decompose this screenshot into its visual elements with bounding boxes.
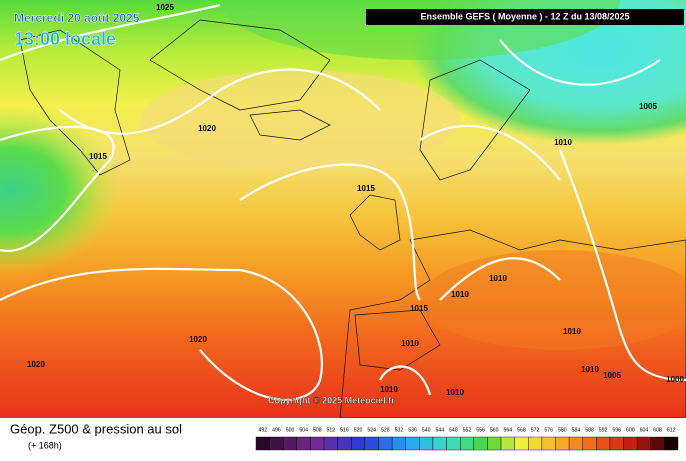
- scale-label: 552: [463, 427, 472, 433]
- footer-title: Géop. Z500 & pression au sol: [10, 421, 182, 436]
- scale-swatch: [528, 436, 543, 451]
- scale-swatch: [255, 436, 270, 451]
- scale-swatch: [310, 436, 325, 451]
- scale-swatch: [296, 436, 311, 451]
- scale-label: 496: [272, 427, 281, 433]
- scale-swatch: [596, 436, 611, 451]
- scale-label: 508: [313, 427, 322, 433]
- scale-label: 492: [258, 427, 267, 433]
- isobar-label: 1010: [446, 388, 464, 397]
- isobar-labels: 1025 1020 1015 1015 1010 1005 1015 1010 1010 1010…: [27, 3, 684, 397]
- isobar-label: 1010: [554, 138, 572, 147]
- scale-label: 504: [299, 427, 308, 433]
- scale-swatch: [378, 436, 393, 451]
- scale-swatch: [609, 436, 624, 451]
- copyright: Copyright © 2025 Meteociel.fr: [268, 395, 395, 405]
- scale-swatch: [664, 436, 679, 451]
- isobar-label: 1005: [639, 102, 657, 111]
- isobar-label: 1010: [451, 290, 469, 299]
- scale-swatch: [391, 436, 406, 451]
- scale-swatch: [623, 436, 638, 451]
- scale-swatch: [419, 436, 434, 451]
- scale-label: 548: [449, 427, 458, 433]
- scale-label: 544: [435, 427, 444, 433]
- date: Mercredi 20 août 2025: [14, 11, 140, 25]
- scale-swatch: [283, 436, 298, 451]
- isobar-label: 1010: [380, 385, 398, 394]
- scale-label: 524: [367, 427, 376, 433]
- scale-label: 528: [381, 427, 390, 433]
- scale-label: 584: [572, 427, 581, 433]
- lead-time: (+ 168h): [28, 440, 62, 450]
- scale-label: 520: [354, 427, 363, 433]
- coastlines: [19, 19, 686, 419]
- scale-label: 516: [340, 427, 349, 433]
- scale-swatch: [650, 436, 665, 451]
- isobars: [0, 3, 686, 401]
- scale-label: 580: [558, 427, 567, 433]
- isobar-label: 1005: [603, 371, 621, 380]
- isobar-label: 1025: [156, 3, 174, 12]
- scale-label: 536: [408, 427, 417, 433]
- scale-label: 512: [327, 427, 336, 433]
- model-banner: [366, 9, 684, 25]
- scale-label: 540: [422, 427, 431, 433]
- isobar-label: 1020: [189, 335, 207, 344]
- scale-swatch: [323, 436, 338, 451]
- isobar-label: 1015: [357, 184, 375, 193]
- color-scale: 492 496 500 504 508 512 516 520 524 528 532 536 540 5…: [255, 427, 679, 451]
- scale-swatch: [432, 436, 447, 451]
- scale-swatch: [555, 436, 570, 451]
- scale-label: 556: [476, 427, 485, 433]
- scale-swatch: [541, 436, 556, 451]
- scale-label: 560: [490, 427, 499, 433]
- scale-label: 600: [626, 427, 635, 433]
- scale-swatch: [337, 436, 352, 451]
- time: 13:00 locale: [14, 29, 116, 49]
- scale-swatch: [269, 436, 284, 451]
- isobar-label: 1015: [89, 152, 107, 161]
- scale-label: 608: [653, 427, 662, 433]
- scale-swatch: [364, 436, 379, 451]
- isobar-label: 1010: [401, 339, 419, 348]
- scale-swatch: [405, 436, 420, 451]
- isobar-label: 1010: [581, 365, 599, 374]
- isobar-label: 1020: [198, 124, 216, 133]
- scale-swatch: [568, 436, 583, 451]
- scale-label: 592: [599, 427, 608, 433]
- scale-swatch: [473, 436, 488, 451]
- scale-swatch: [636, 436, 651, 451]
- scale-swatch: [459, 436, 475, 451]
- scale-swatch: [351, 436, 366, 451]
- scale-label: 588: [585, 427, 594, 433]
- scale-swatch: [582, 436, 597, 451]
- scale-label: 572: [531, 427, 540, 433]
- scale-label: 576: [544, 427, 553, 433]
- scale-label: 532: [395, 427, 404, 433]
- scale-label: 612: [667, 427, 676, 433]
- scale-swatch: [514, 436, 529, 451]
- isobar-label: 1000: [666, 375, 684, 384]
- isobar-label: 1010: [563, 327, 581, 336]
- scale-label: 604: [640, 427, 649, 433]
- isobar-label: 1010: [489, 274, 507, 283]
- scale-swatch: [446, 436, 461, 451]
- scale-label: 500: [286, 427, 295, 433]
- isobar-label: 1020: [27, 360, 45, 369]
- scale-swatch: [500, 436, 515, 451]
- isobar-label: 1015: [410, 304, 428, 313]
- scale-label: 596: [612, 427, 621, 433]
- scale-label: 564: [504, 427, 513, 433]
- scale-label: 568: [517, 427, 526, 433]
- model-info: Ensemble GEFS ( Moyenne ) - 12 Z du 13/0…: [420, 11, 629, 21]
- scale-swatch: [487, 436, 502, 451]
